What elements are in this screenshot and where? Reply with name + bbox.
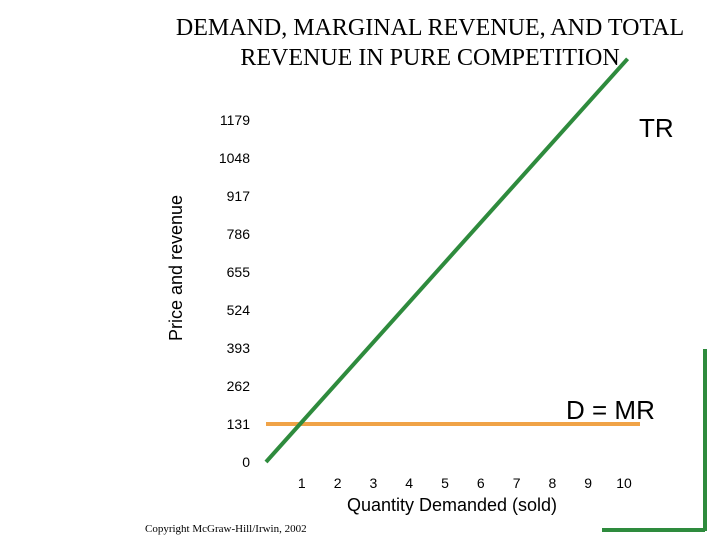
mr-series-label: D = MR bbox=[566, 395, 655, 425]
y-tick-label: 786 bbox=[227, 226, 251, 242]
x-tick-label: 6 bbox=[477, 475, 485, 491]
y-tick-label: 131 bbox=[227, 416, 251, 432]
x-tick-label: 4 bbox=[405, 475, 413, 491]
title-line-1: DEMAND, MARGINAL REVENUE, AND TOTAL bbox=[176, 15, 684, 41]
y-axis-title: Price and revenue bbox=[166, 195, 186, 341]
y-tick-label: 1048 bbox=[219, 150, 250, 166]
y-tick-label: 262 bbox=[227, 378, 251, 394]
x-tick-label: 3 bbox=[370, 475, 378, 491]
y-tick-label: 917 bbox=[227, 188, 251, 204]
x-tick-label: 5 bbox=[441, 475, 449, 491]
y-tick-label: 393 bbox=[227, 340, 251, 356]
x-tick-label: 1 bbox=[298, 475, 306, 491]
y-tick-labels: 0 131 262 393 524 655 786 917 1048 1179 bbox=[219, 112, 250, 470]
x-tick-labels: 1 2 3 4 5 6 7 8 9 10 bbox=[298, 475, 632, 491]
x-axis-title: Quantity Demanded (sold) bbox=[347, 495, 557, 515]
x-tick-label: 7 bbox=[513, 475, 521, 491]
x-tick-label: 10 bbox=[616, 475, 632, 491]
tr-series-label: TR bbox=[639, 113, 674, 143]
title-line-2: REVENUE IN PURE COMPETITION bbox=[240, 45, 619, 71]
copyright-text: Copyright McGraw-Hill/Irwin, 2002 bbox=[145, 523, 307, 535]
x-tick-label: 8 bbox=[549, 475, 557, 491]
y-tick-label: 655 bbox=[227, 264, 251, 280]
corner-bracket bbox=[602, 349, 707, 532]
tr-line bbox=[264, 57, 630, 464]
y-tick-label: 0 bbox=[242, 454, 250, 470]
y-tick-label: 524 bbox=[227, 302, 251, 318]
x-tick-label: 9 bbox=[584, 475, 592, 491]
x-tick-label: 2 bbox=[334, 475, 342, 491]
y-tick-label: 1179 bbox=[220, 112, 250, 128]
